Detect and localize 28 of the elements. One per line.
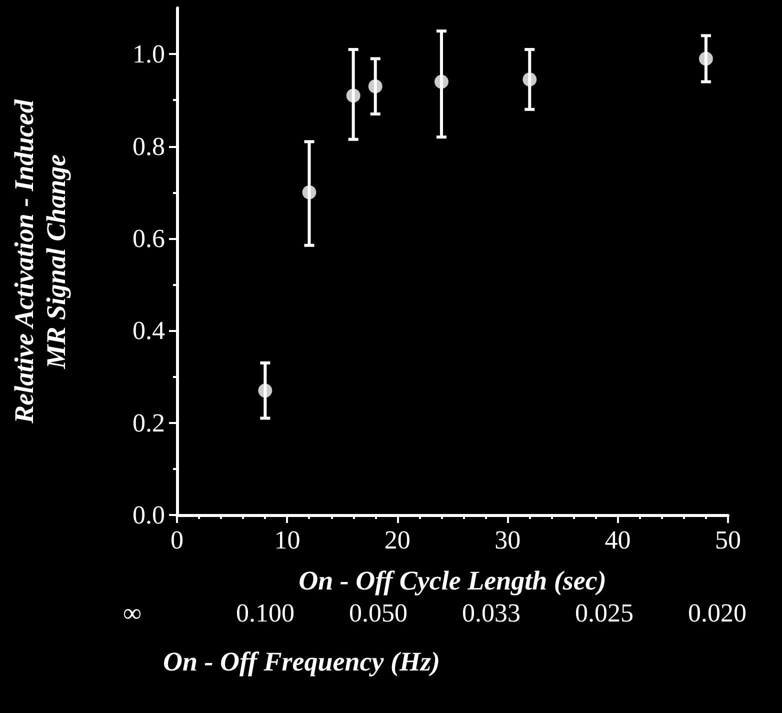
point bbox=[522, 72, 537, 86]
point bbox=[698, 52, 713, 66]
text: 0.020 bbox=[688, 598, 746, 628]
text: ∞ bbox=[123, 598, 142, 628]
y-tick-label: 1.0 bbox=[132, 40, 165, 69]
y-tick-label: 0.0 bbox=[132, 500, 165, 530]
x-tick-label: 30 bbox=[494, 526, 521, 554]
x-tick-label: 0 bbox=[170, 526, 184, 554]
y-tick-label: 0.6 bbox=[132, 224, 165, 253]
x-tick-label: 40 bbox=[604, 526, 631, 554]
text: 0.033 bbox=[462, 598, 520, 628]
x2-axis-title: On - Off Frequency (Hz) bbox=[163, 646, 440, 676]
text: 0.100 bbox=[236, 598, 294, 628]
x-tick-label: 50 bbox=[715, 526, 741, 554]
y-tick-label: 0.2 bbox=[132, 408, 165, 438]
point bbox=[346, 88, 360, 103]
point bbox=[368, 79, 382, 94]
x-axis-title: On - Off Cycle Length (sec) bbox=[298, 566, 606, 596]
y-axis-title: Relative Activation - Induced MR Signal Change bbox=[9, 99, 71, 424]
point bbox=[302, 185, 316, 200]
x-tick-label: 20 bbox=[384, 526, 410, 554]
point bbox=[434, 74, 448, 89]
point bbox=[258, 384, 272, 398]
text: 0.050 bbox=[349, 598, 408, 628]
y-tick-label: 0.4 bbox=[132, 316, 165, 346]
text: 0.025 bbox=[575, 598, 634, 628]
x-tick-label: 10 bbox=[274, 526, 300, 554]
y-tick-label: 0.8 bbox=[132, 132, 165, 161]
